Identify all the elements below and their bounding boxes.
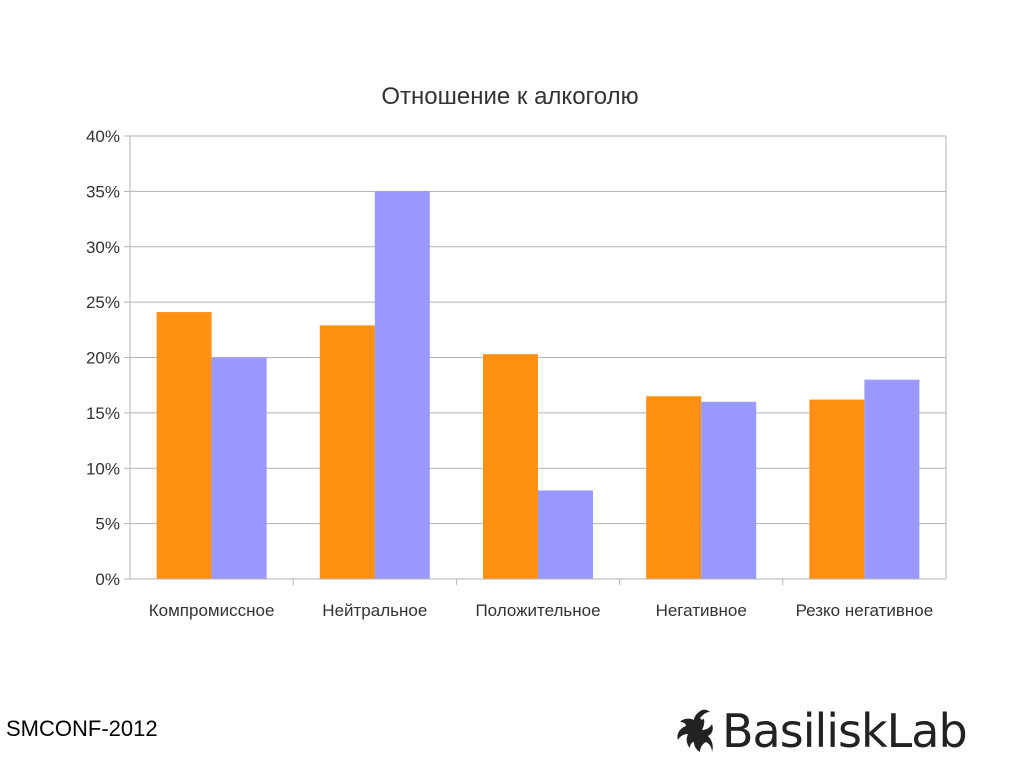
y-tick-label: 30% — [86, 238, 120, 257]
bar — [864, 379, 920, 579]
y-tick-label: 15% — [86, 404, 120, 423]
y-tick-label: 0% — [95, 570, 120, 589]
basilisk-icon — [677, 709, 713, 752]
bar-chart: Отношение к алкоголю 0% 5% 10% 15% 20% 25% 30%… — [86, 83, 947, 620]
bar — [646, 396, 702, 579]
bar — [211, 357, 267, 579]
y-tick-label: 5% — [95, 515, 120, 534]
y-tick-label: 20% — [86, 349, 120, 368]
chart-title: Отношение к алкоголю — [381, 83, 638, 110]
x-tick-label: Резко негативное — [796, 601, 934, 620]
x-tick-label: Нейтральное — [322, 601, 427, 620]
logo-text: BasiliskLab — [722, 704, 968, 758]
y-tick-label: 25% — [86, 293, 120, 312]
bar — [156, 312, 212, 579]
bar — [483, 354, 538, 579]
x-tick-label: Положительное — [475, 601, 600, 620]
y-tick-label: 35% — [86, 182, 120, 201]
bar — [701, 401, 757, 579]
conference-label: SMCONF-2012 — [6, 716, 158, 741]
y-tick-label: 40% — [86, 127, 120, 146]
basilisklab-logo: BasiliskLab — [672, 700, 968, 762]
bar — [809, 399, 865, 579]
bar — [319, 325, 375, 579]
bar — [374, 191, 430, 579]
y-tick-label: 10% — [86, 459, 120, 478]
bar — [538, 490, 593, 579]
x-tick-label: Негативное — [656, 601, 747, 620]
x-tick-label: Компромиссное — [149, 601, 275, 620]
